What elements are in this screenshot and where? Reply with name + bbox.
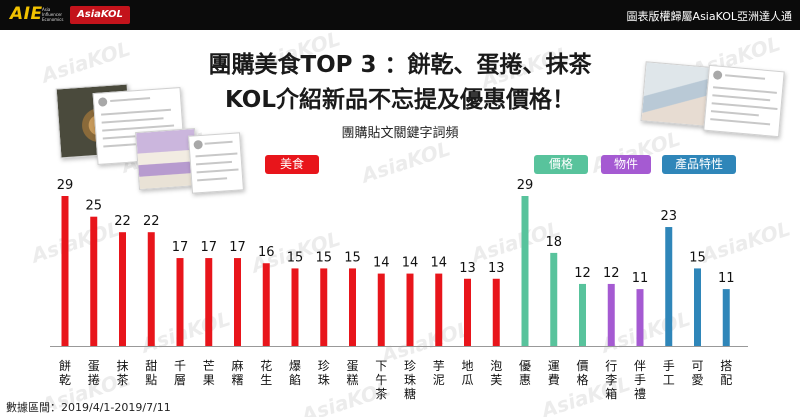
value-label: 17 (200, 240, 217, 255)
category-label: 行李箱 (605, 359, 617, 401)
bar-價格 (579, 283, 586, 346)
category-label: 價格 (576, 359, 588, 387)
category-label: 蛋糕 (346, 359, 358, 387)
bar-可愛 (694, 268, 701, 346)
category-label: 千層 (174, 359, 186, 387)
bar-伴手禮 (636, 289, 644, 346)
value-label: 15 (287, 250, 304, 265)
bar-麻糬 (234, 258, 241, 346)
bar-芋泥 (435, 273, 443, 346)
value-label: 13 (459, 261, 476, 276)
category-label: 可愛 (691, 359, 703, 387)
page-title-line-1: 團購美食TOP 3 ：餅乾、蛋捲、抹茶 (208, 52, 592, 78)
bar-千層 (176, 258, 184, 346)
value-label: 12 (574, 266, 591, 281)
value-label: 29 (517, 178, 534, 193)
category-label: 手工 (663, 359, 675, 387)
bar-芒果 (205, 258, 213, 346)
bar-優惠 (521, 196, 529, 346)
category-label: 下午茶 (375, 359, 387, 401)
bar-下午茶 (377, 273, 385, 346)
category-label: 花生 (260, 358, 272, 387)
category-label: 珍珠 (318, 359, 330, 387)
bar-手工 (665, 227, 673, 346)
copyright-text: 圖表版權歸屬AsiaKOL亞洲達人通 (626, 10, 792, 23)
category-label: 伴手禮 (634, 359, 646, 401)
value-label: 14 (402, 256, 419, 271)
value-label: 25 (85, 199, 102, 214)
bar-珍珠糖 (406, 273, 414, 346)
category-label: 蛋捲 (88, 359, 100, 387)
asiakol-logo: AsiaKOL (70, 6, 130, 24)
category-label: 運費 (548, 359, 560, 387)
top-bar: AIE Asia Influencer Economics AsiaKOL 圖表… (0, 0, 800, 30)
bar-行李箱 (607, 283, 615, 346)
value-label: 14 (373, 256, 390, 271)
group-label-feature: 產品特性 (662, 155, 736, 174)
bar-甜點 (147, 232, 155, 346)
data-range-note: 數據區間：2019/4/1-2019/7/11 (6, 401, 171, 414)
category-label: 地瓜 (461, 359, 473, 387)
category-label: 泡芙 (490, 359, 502, 387)
value-label: 11 (632, 271, 649, 286)
value-label: 15 (344, 250, 361, 265)
bar-泡芙 (492, 278, 500, 346)
category-label: 珍珠糖 (404, 359, 416, 401)
chart-subtitle: 團購貼文關鍵字詞頻 (341, 126, 459, 141)
page-title-line-2: KOL介紹新品不忘提及優惠價格！ (225, 87, 575, 113)
bar-花生 (262, 263, 270, 346)
group-label-price: 價格 (534, 155, 588, 174)
value-label: 16 (258, 245, 275, 260)
bar-搭配 (722, 289, 730, 346)
aie-logo-subtext: Asia Influencer Economics (42, 7, 64, 22)
category-label: 抹茶 (116, 359, 128, 387)
bar-蛋糕 (349, 268, 356, 346)
category-label: 芋泥 (433, 359, 445, 387)
value-label: 14 (430, 256, 447, 271)
bar-餅乾 (61, 196, 69, 346)
group-label-item: 物件 (601, 155, 651, 174)
bar-抹茶 (119, 232, 126, 346)
value-label: 18 (545, 235, 562, 250)
value-label: 17 (172, 240, 189, 255)
bar-珍珠 (320, 268, 328, 346)
value-label: 29 (57, 178, 74, 193)
bar-運費 (550, 252, 558, 346)
group-label-food: 美食 (265, 155, 319, 174)
category-label: 甜點 (145, 359, 157, 387)
value-label: 23 (660, 209, 677, 224)
category-label: 搭配 (720, 359, 732, 387)
value-label: 15 (315, 250, 332, 265)
value-label: 22 (114, 214, 131, 229)
value-label: 15 (689, 250, 706, 265)
bar-爆餡 (291, 268, 299, 346)
bar-蛋捲 (90, 216, 98, 346)
value-label: 11 (718, 271, 735, 286)
category-label: 優惠 (519, 359, 531, 387)
category-label: 麻糬 (231, 358, 243, 387)
value-label: 17 (229, 240, 246, 255)
category-label: 餅乾 (59, 358, 71, 387)
value-label: 13 (488, 261, 505, 276)
aie-logo: AIE (10, 4, 43, 24)
bar-地瓜 (464, 278, 471, 346)
value-label: 12 (603, 266, 620, 281)
value-label: 22 (143, 214, 160, 229)
category-label: 芒果 (203, 358, 215, 387)
category-label: 爆餡 (289, 359, 301, 387)
